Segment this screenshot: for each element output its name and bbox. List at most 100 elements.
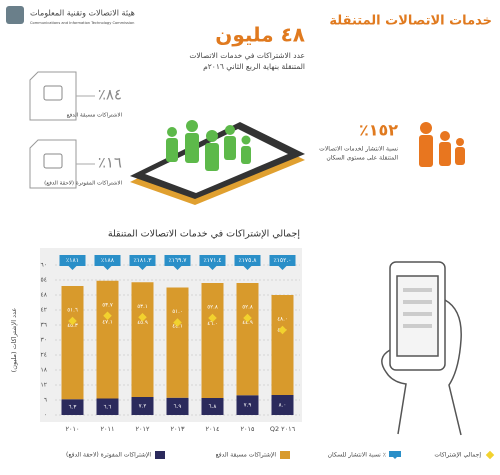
- bar-segment: [201, 283, 224, 398]
- y-tick-label: ٣٦: [41, 322, 47, 329]
- legend-swatch: [280, 451, 290, 459]
- bar-segment: [96, 398, 119, 415]
- x-tick-label: ٢٠١٢: [136, 425, 150, 433]
- total-label: ٥٢.٨: [207, 305, 218, 311]
- legend-label: الإشتراكات المفوترة (لاحقة الدفع): [66, 452, 151, 459]
- logo-mark: [6, 6, 24, 24]
- bar-segment: [61, 286, 84, 400]
- logo-english: Communications and Information Technolog…: [30, 21, 134, 25]
- bar-segment: [166, 397, 189, 415]
- highlight-text: عدد الاشتراكات في خدمات الاتصالات: [189, 51, 305, 60]
- legend-swatch: [485, 450, 495, 460]
- penetration-flag: [164, 255, 191, 270]
- penetration-label: ٪١٨٨: [101, 257, 115, 264]
- bar-segment: [131, 282, 154, 397]
- bar-segment: [201, 398, 224, 415]
- total-label: ٥٣.١: [137, 304, 148, 310]
- data-label: ٤٥.٩: [137, 320, 148, 326]
- prepaid-value: ٪٨٤: [98, 86, 122, 104]
- legend: إجمالي الإشتراكات نسبة الانتشار للسكان ٪ ا…: [66, 450, 495, 460]
- bar-segment: [236, 283, 259, 396]
- total-marker: [278, 325, 287, 335]
- legend-label: نسبة الانتشار للسكان ٪: [328, 452, 386, 459]
- x-tick-label: ٢٠١١: [101, 425, 115, 433]
- bar-segment: [236, 395, 259, 415]
- data-label: ٤٤.٩: [242, 320, 253, 326]
- penetration-flag: [199, 255, 226, 270]
- bar-segment: [61, 399, 84, 415]
- sim-chip: [43, 85, 63, 101]
- logo-arabic: هيئة الاتصالات وتقنية المعلومات: [30, 9, 135, 18]
- penetration-flag: [94, 255, 121, 270]
- x-tick-label: ٢٠١٥: [241, 425, 255, 433]
- total-marker: [138, 313, 147, 322]
- y-tick-label: ٤٢: [41, 307, 47, 314]
- data-label: ٦.٣: [69, 405, 77, 411]
- x-tick-label: ٢٠١٠: [66, 425, 80, 433]
- page-title: خدمات الاتصالات المتنقلة: [329, 14, 492, 29]
- penetration-flag: [269, 255, 296, 270]
- data-label: ٧.٢: [139, 404, 147, 410]
- penetration-label: ٪١٧٥.٨: [238, 257, 257, 264]
- data-label: ٤٧.١: [102, 319, 113, 325]
- bar-segment: [271, 295, 294, 395]
- penetration-label: ٪١٥٢.٠: [273, 257, 291, 264]
- highlight-value: ٤٨ مليون: [215, 23, 305, 47]
- penetration-flag: [234, 255, 261, 270]
- legend-swatch: [155, 451, 165, 459]
- penetration-label: ٪١٨١: [66, 257, 79, 264]
- sim-cards: [29, 71, 95, 189]
- bar-segment: [96, 280, 119, 399]
- people-orange: [419, 122, 465, 167]
- y-tick-label: ٦: [44, 397, 47, 404]
- sim-card: [29, 71, 77, 121]
- total-marker: [103, 311, 112, 320]
- prepaid-label: الاشتراكات مسبقة الدفع: [67, 112, 123, 119]
- total-label: ٥١.٠: [172, 309, 183, 315]
- people: [166, 120, 251, 171]
- penetration-label: ٪١٧١.٤: [203, 257, 221, 264]
- penetration-label: ٪١٦٩.٧: [168, 257, 187, 264]
- y-tick-label: ٢٤: [41, 352, 47, 359]
- total-label: ٥١.٦: [67, 308, 78, 314]
- total-label: ٤٨.٠: [277, 317, 288, 323]
- penetration-text: المتنقلة على مستوى السكان: [326, 155, 398, 162]
- y-tick-label: ٤٨: [41, 292, 48, 299]
- y-tick-label: ٣٠: [41, 337, 47, 344]
- total-label: ٥٢.٨: [242, 305, 253, 311]
- x-tick-label: Q2 ٢٠١٦: [270, 425, 296, 433]
- data-label: ٦.٦: [104, 404, 112, 410]
- chart: ٠ ٦ ١٢ ١٨ ٢٤ ٣٠ ٣٦ ٤٢ ٤٨ ٥٤ ٦٠ ٢٠١٠ ٦.٣ ٤٥.٣ ٥١.٦ ٪١٨١ ٢…: [41, 255, 300, 433]
- penetration-value: ٪١٥٢: [359, 121, 398, 140]
- bar-segment: [131, 397, 154, 415]
- postpaid-label: الاشتراكات المفوترة (لاحقة الدفع): [44, 180, 122, 187]
- data-label: ٤٥.٣: [67, 323, 78, 329]
- logo: هيئة الاتصالات وتقنية المعلومات Communic…: [6, 6, 135, 25]
- x-tick-label: ٢٠١٤: [206, 425, 220, 433]
- total-marker: [173, 318, 182, 327]
- sim-card: [29, 139, 77, 189]
- penetration-flag: [59, 255, 86, 270]
- penetration-label: ٪١٨١.٣: [133, 257, 152, 264]
- data-label: ٨.٠: [279, 403, 287, 409]
- penetration-text: نسبة الانتشار لخدمات الاتصالات: [319, 146, 398, 153]
- y-axis-label: عدد الإشتراكات (مليون): [10, 308, 18, 373]
- y-tick-label: ١٨: [41, 367, 48, 374]
- total-label: ٥٣.٧: [102, 302, 113, 308]
- postpaid-value: ٪١٦: [98, 154, 122, 172]
- y-tick-label: ٠: [44, 412, 47, 419]
- legend-label: الإشتراكات مسبقة الدفع: [216, 452, 277, 459]
- legend-label: إجمالي الإشتراكات: [434, 452, 481, 459]
- hand-illustration: [381, 261, 462, 436]
- phone-illustration: [130, 120, 305, 205]
- x-tick-label: ٢٠١٣: [171, 425, 185, 433]
- penetration-flag: [129, 255, 156, 270]
- highlight-text: المتنقلة بنهاية الربع الثاني ٢٠١٦م: [203, 62, 305, 71]
- data-label: ٦.٩: [174, 404, 182, 410]
- bar-segment: [166, 287, 189, 398]
- sim-chip: [43, 153, 63, 169]
- total-marker: [68, 316, 77, 326]
- legend-swatch: [389, 451, 401, 459]
- data-label: ٦.٨: [209, 404, 217, 410]
